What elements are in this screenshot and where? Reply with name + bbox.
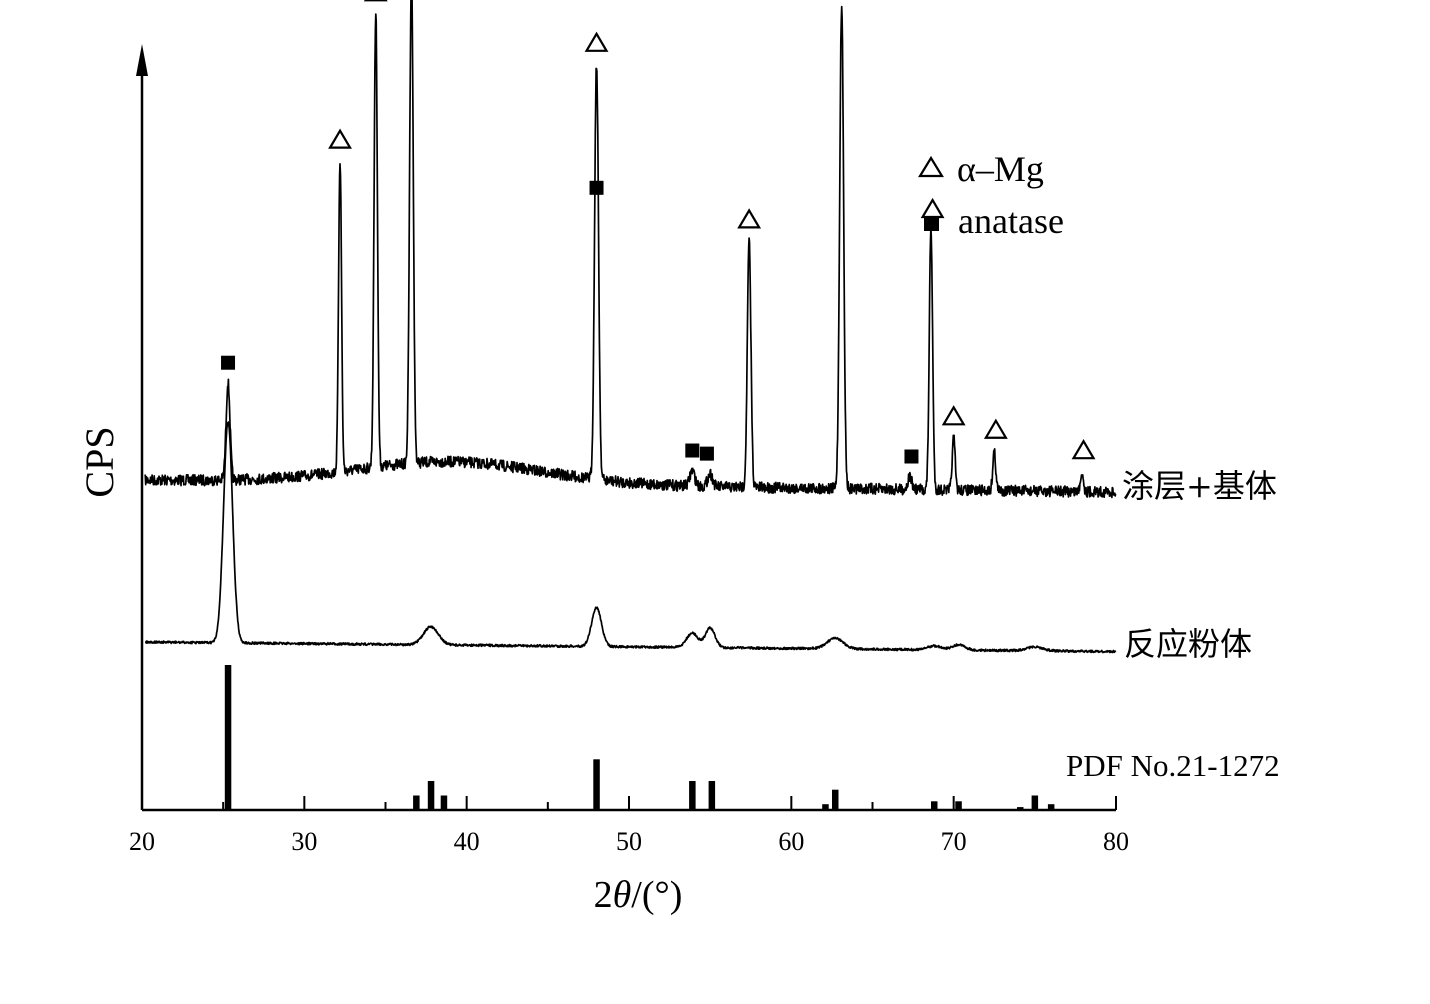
reference-stick bbox=[224, 665, 232, 810]
x-axis-title-unit: /(°) bbox=[631, 874, 682, 916]
reference-stick bbox=[955, 801, 962, 810]
anatase-square-icon bbox=[589, 180, 604, 195]
alpha-mg-triangle-icon bbox=[983, 418, 1008, 439]
x-tick-label: 20 bbox=[129, 827, 155, 856]
alpha-mg-triangle-icon bbox=[941, 405, 966, 426]
reference-stick bbox=[822, 804, 829, 810]
legend-square-icon bbox=[924, 216, 939, 231]
legend-triangle-icon bbox=[918, 155, 944, 178]
reference-stick bbox=[832, 789, 839, 810]
x-tick-label: 70 bbox=[941, 827, 967, 856]
reference-stick bbox=[1047, 804, 1055, 810]
alpha-mg-triangle-icon bbox=[584, 31, 609, 52]
anatase-square-icon bbox=[685, 443, 700, 458]
reference-stick bbox=[708, 781, 716, 810]
y-axis-arrow-icon bbox=[136, 44, 148, 76]
x-tick-label: 50 bbox=[616, 827, 642, 856]
x-axis-title-prefix: 2 bbox=[594, 874, 613, 916]
reference-stick bbox=[427, 781, 435, 810]
series-line-coating bbox=[144, 0, 1117, 499]
legend: α–Mg anatase bbox=[918, 149, 1064, 241]
reference-stick bbox=[440, 795, 448, 810]
trace-label-pdf: PDF No.21-1272 bbox=[1066, 748, 1280, 783]
reference-stick bbox=[689, 781, 696, 810]
alpha-mg-triangle-icon bbox=[737, 208, 762, 229]
reference-stick bbox=[1017, 807, 1024, 810]
alpha-mg-triangle-icon bbox=[1071, 439, 1096, 460]
anatase-square-icon bbox=[699, 446, 714, 461]
x-tick-label: 40 bbox=[454, 827, 480, 856]
trace-label-powder: 反应粉体 bbox=[1124, 625, 1252, 663]
alpha-mg-triangle-icon bbox=[328, 128, 352, 149]
reference-stick bbox=[1031, 795, 1039, 810]
y-axis-title: CPS bbox=[77, 426, 122, 497]
anatase-square-icon bbox=[221, 355, 236, 370]
reference-stick bbox=[931, 801, 938, 810]
x-tick-label: 60 bbox=[778, 827, 804, 856]
x-tick-label: 80 bbox=[1103, 827, 1129, 856]
trace-label-coating: 涂层+基体 bbox=[1122, 467, 1277, 505]
x-ticks: 20 30 40 50 60 70 80 bbox=[129, 796, 1129, 856]
reference-sticks bbox=[224, 665, 1055, 811]
reference-stick bbox=[413, 795, 420, 810]
x-tick-label: 30 bbox=[291, 827, 317, 856]
series-line-powder bbox=[144, 421, 1117, 654]
anatase-square-icon bbox=[904, 449, 919, 464]
phase-markers bbox=[221, 0, 1096, 464]
x-axis-title: 2θ/(°) bbox=[594, 874, 683, 916]
alpha-mg-triangle-icon bbox=[920, 197, 945, 219]
reference-stick bbox=[593, 759, 600, 811]
legend-label-anatase: anatase bbox=[958, 201, 1064, 241]
x-axis-title-symbol: θ bbox=[613, 874, 632, 916]
legend-label-alpha-mg: α–Mg bbox=[957, 149, 1044, 189]
traces bbox=[144, 0, 1117, 654]
